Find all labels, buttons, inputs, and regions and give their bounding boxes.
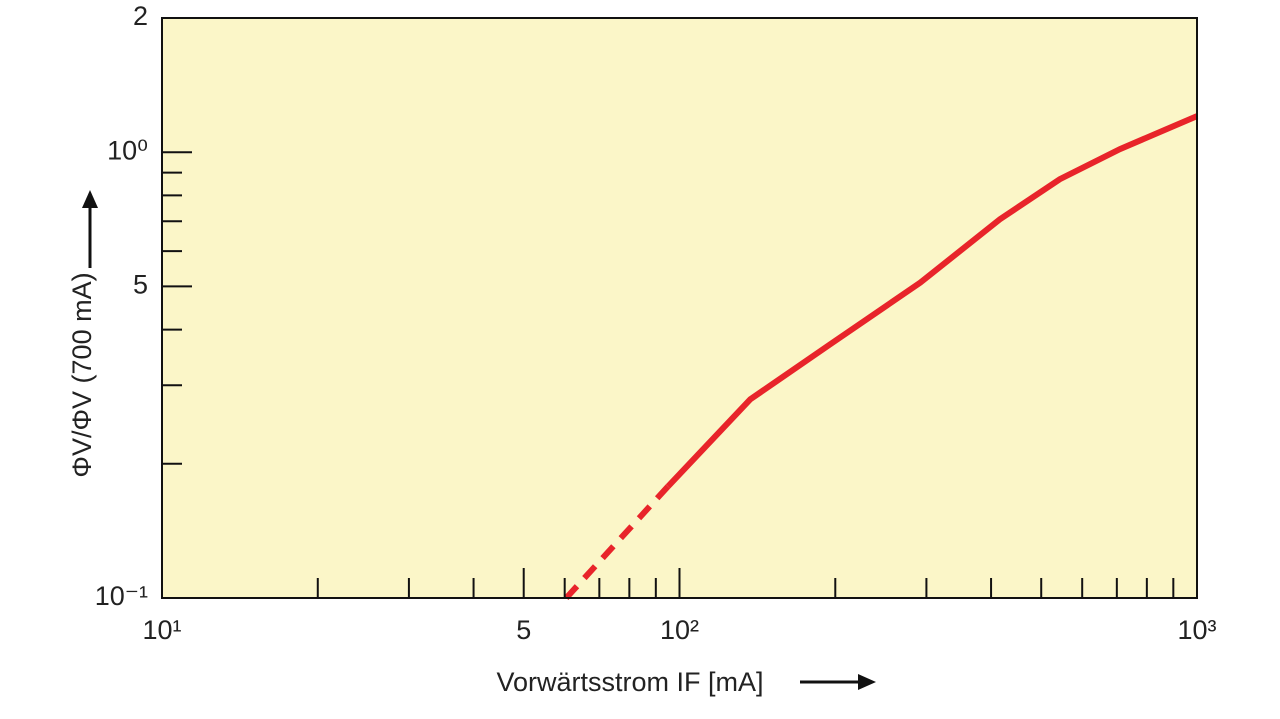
line-series [665, 113, 1199, 489]
x-tick-label: 5 [516, 615, 531, 645]
y-tick-label: 10⁻¹ [95, 581, 148, 611]
y-tick-label: 2 [133, 1, 148, 31]
x-axis-arrowhead [858, 674, 876, 690]
x-tick-label: 10¹ [142, 615, 181, 645]
y-tick-label: 10⁰ [107, 135, 148, 165]
y-axis-label: ΦV/ΦV (700 mA) [67, 272, 97, 477]
x-tick-label: 10² [660, 615, 699, 645]
x-tick-label: 10³ [1177, 615, 1216, 645]
x-axis-label: Vorwärtsstrom IF [mA] [496, 667, 763, 697]
marks [563, 113, 1199, 601]
y-axis-arrowhead [82, 190, 98, 208]
plot-area [162, 18, 1197, 598]
y-tick-label: 5 [133, 270, 148, 300]
